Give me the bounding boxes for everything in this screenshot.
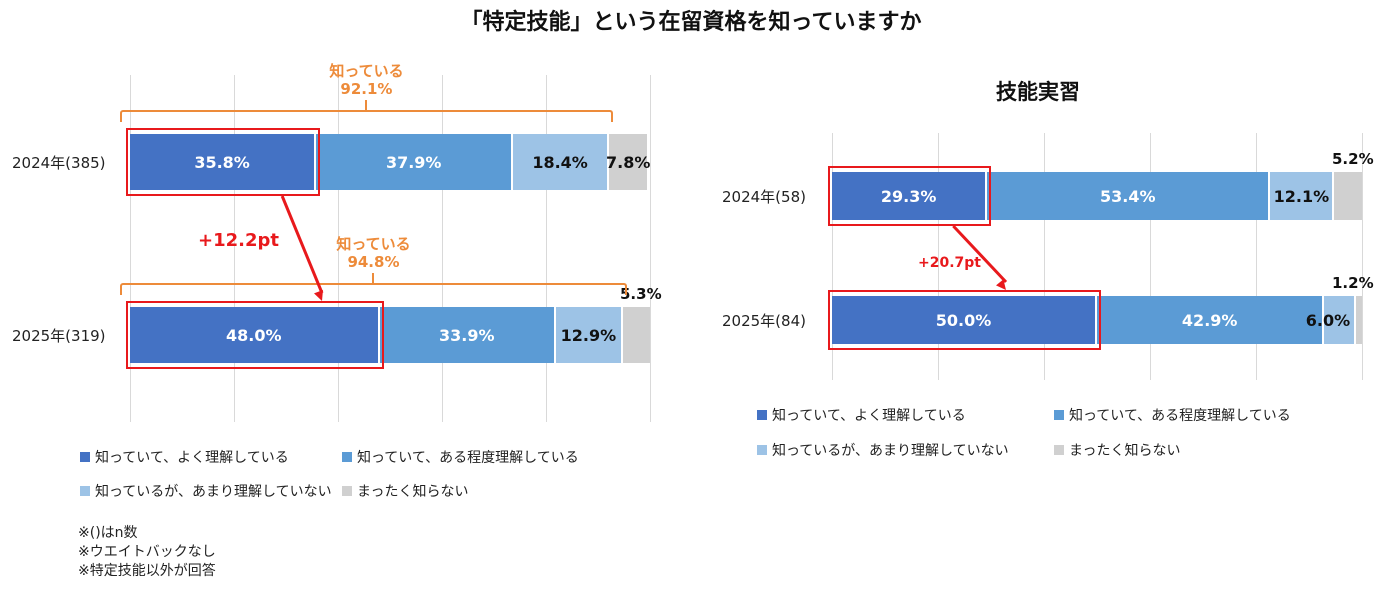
bar-segment [1356,296,1362,344]
bar-segment: 42.9% [1097,296,1325,344]
bar-segment: 6.0% [1306,296,1357,344]
legend-item: まったく知らない [1054,440,1180,460]
data-label: 29.3% [880,186,937,206]
bar-segment [1334,172,1362,220]
bar-segment: 29.3% [832,172,988,220]
data-label: 48.0% [226,325,282,345]
legend-label: 知っていて、よく理解している [772,408,966,424]
row-label: 2024年(385) [12,154,106,172]
highlight-box [828,166,992,226]
legend-item: 知っていて、ある程度理解している [342,447,579,467]
aware-value: 94.8% [347,253,400,271]
chart-subtitle: 技能実習 [996,80,1080,104]
bar-segment: 12.9% [555,307,623,363]
aware-bracket [120,283,627,295]
legend-swatch [1054,410,1064,420]
data-label: 53.4% [1100,186,1156,206]
legend-label: 知っていて、ある程度理解している [357,450,579,466]
bar-segment [622,307,650,363]
legend-swatch [342,452,352,462]
row-label: 2024年(58) [722,188,806,206]
bar-segment: 35.8% [130,134,317,190]
legend-swatch [80,452,90,462]
bar-segment: 50.0% [832,296,1097,344]
bar-segment: 18.4% [513,134,609,190]
legend-item: 知っていて、ある程度理解している [1054,405,1291,425]
legend-label: まったく知らない [1069,443,1181,459]
arrow-head [996,279,1006,290]
bracket-tick [372,273,375,283]
gridline [130,75,131,422]
legend-label: 知っているが、あまり理解していない [772,443,1009,459]
gridline [832,133,833,380]
delta-label: +20.7pt [918,255,981,271]
gridline [234,75,235,422]
gridline [1256,133,1257,380]
delta-label: +12.2pt [198,230,279,251]
gridline [650,75,651,422]
gridline [1044,133,1045,380]
gridline [338,75,339,422]
legend-item: まったく知らない [342,481,468,501]
note-no-weightback: ※ウエイトバックなし [78,544,216,560]
data-label: 5.2% [1332,150,1374,168]
gridline [442,75,443,422]
bar-segment: 33.9% [379,307,556,363]
legend-label: まったく知らない [357,484,469,500]
legend-item: 知っていて、よく理解している [757,405,966,425]
aware-value: 92.1% [340,80,393,98]
aware-label-text: 知っている [329,62,404,80]
note-respondents: ※特定技能以外が回答 [78,563,216,579]
aware-label-text: 知っている [336,235,411,253]
data-label: 12.9% [560,325,617,345]
data-label: 6.0% [1305,310,1351,330]
data-label: 1.2% [1332,274,1374,292]
legend-swatch [757,410,767,420]
row-label: 2025年(319) [12,327,106,345]
legend-label: 知っていて、ある程度理解している [1069,408,1291,424]
data-label: 42.9% [1181,310,1238,330]
gridline [1150,133,1151,380]
data-label: 33.9% [438,325,495,345]
bar-segment: 37.9% [316,134,514,190]
aware-label: 知っている 92.1% [306,62,426,98]
row-label: 2025年(84) [722,312,806,330]
legend-swatch [757,445,767,455]
aware-label: 知っている 94.8% [313,235,433,271]
aware-bracket [120,110,613,122]
gridline [938,133,939,380]
bar-segment: 48.0% [130,307,380,363]
legend-item: 知っているが、あまり理解していない [80,481,332,501]
legend-label: 知っていて、よく理解している [95,450,289,466]
data-label: 18.4% [532,152,588,172]
data-label: 12.1% [1273,186,1330,206]
highlight-box [126,301,384,369]
legend-label: 知っているが、あまり理解していない [95,484,332,500]
data-label: 5.3% [620,285,662,303]
bar-segment: 53.4% [987,172,1271,220]
data-label: 50.0% [935,310,992,330]
arrow-line [952,224,1008,284]
legend-swatch [1054,445,1064,455]
bar-segment: 7.8% [606,134,651,190]
bar-segment: 12.1% [1270,172,1335,220]
data-label: 37.9% [385,152,442,172]
highlight-box [828,290,1101,350]
gridline [1362,133,1363,380]
legend-item: 知っているが、あまり理解していない [757,440,1009,460]
highlight-box [126,128,321,196]
bracket-tick [365,100,368,110]
data-label: 7.8% [606,152,651,172]
note-n-count: ※()はn数 [78,525,138,541]
gridline [546,75,547,422]
main-title: 「特定技能」という在留資格を知っていますか [460,10,922,35]
legend-swatch [342,486,352,496]
data-label: 35.8% [194,152,250,172]
legend-swatch [80,486,90,496]
legend-item: 知っていて、よく理解している [80,447,289,467]
